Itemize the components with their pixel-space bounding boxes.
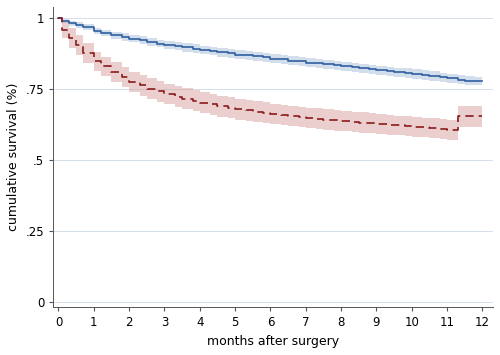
X-axis label: months after surgery: months after surgery — [207, 335, 339, 348]
Y-axis label: cumulative survival (%): cumulative survival (%) — [7, 83, 20, 231]
